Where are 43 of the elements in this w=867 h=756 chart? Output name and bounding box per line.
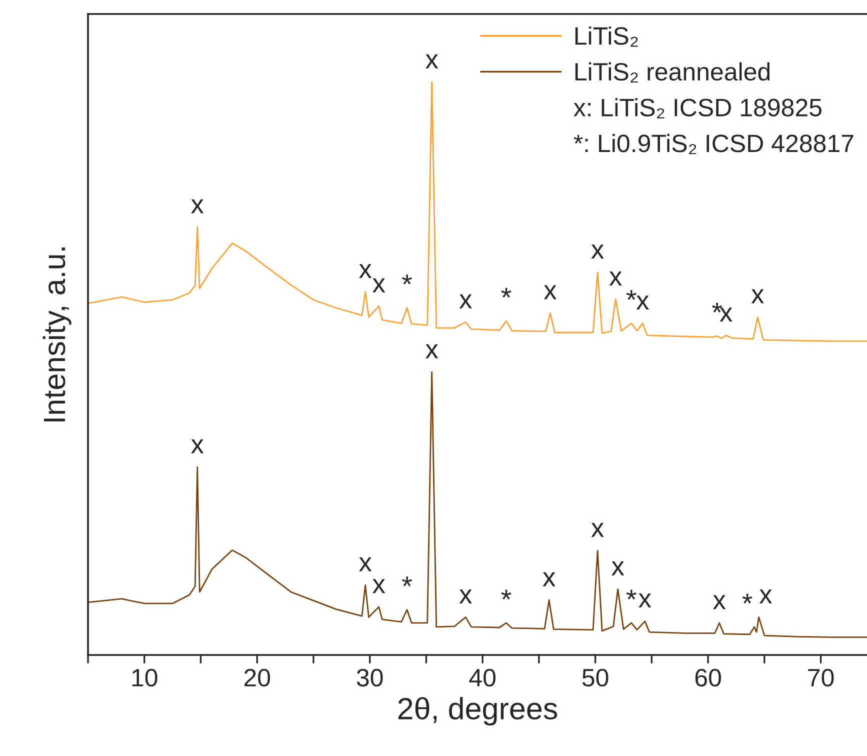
annotation: * (402, 274, 412, 284)
x-tick-label: 30 (356, 668, 383, 687)
annotation: x (372, 579, 386, 594)
annotation: * (712, 302, 722, 312)
annotation: x (713, 595, 726, 610)
annotation: x (426, 344, 438, 358)
annotation: x (359, 264, 372, 278)
annotation: * (402, 576, 412, 586)
x-tick-label: 60 (695, 668, 721, 687)
annotation: x (759, 589, 772, 604)
x-tick-label: 50 (582, 668, 608, 687)
annotation: x (191, 439, 204, 454)
x-tick-label: 10 (132, 668, 158, 687)
annotation: x (459, 294, 472, 308)
x-tick-label: 70 (808, 668, 834, 687)
annotation: x (372, 278, 386, 292)
x-axis-title: 2θ, degrees (398, 697, 558, 726)
annotation: x (426, 54, 438, 68)
x-tick-label: 40 (469, 668, 496, 687)
annotation: * (626, 290, 636, 300)
annotation: x (612, 561, 624, 576)
legend-label: LiTiS₂ reannealed (575, 62, 770, 83)
y-axis-title: Intensity, a.u. (42, 248, 72, 422)
annotation: x (591, 522, 604, 537)
annotation: * (501, 288, 512, 298)
annotation: * (626, 590, 636, 600)
annotation: x: LiTiS₂ ICSD 189825 (574, 98, 822, 118)
legend-label: LiTiS₂ (575, 26, 638, 47)
annotation: *: Li0.9TiS₂ ICSD 428817 (574, 134, 854, 154)
annotation: x (638, 593, 652, 608)
annotation: x (720, 308, 732, 322)
annotation: x (636, 296, 649, 310)
annotation: x (542, 572, 556, 586)
annotation: x (609, 272, 622, 286)
annotation: x (459, 589, 472, 604)
x-tick-label: 20 (244, 668, 270, 687)
annotation: x (359, 557, 372, 572)
annotation: x (191, 199, 204, 214)
annotation: x (751, 289, 764, 304)
annotation: * (501, 590, 512, 600)
annotation: x (591, 244, 604, 259)
annotation: x (544, 285, 557, 300)
annotation: * (742, 594, 752, 604)
